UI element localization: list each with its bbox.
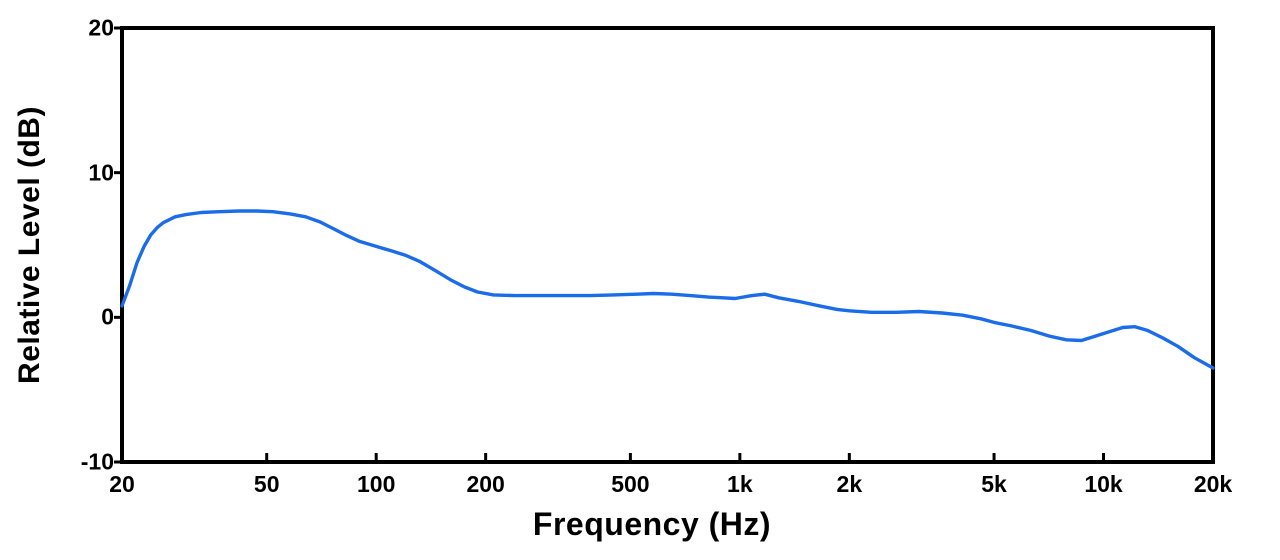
y-tick-label-10: 10 xyxy=(88,159,114,186)
x-tick-label-50: 50 xyxy=(253,471,280,497)
plot-frame xyxy=(120,26,1215,464)
x-tick-label-500: 500 xyxy=(611,471,650,497)
x-tick-label-10k: 10k xyxy=(1084,471,1123,497)
y-tick-label-20: 20 xyxy=(88,14,114,41)
x-axis-title: Frequency (Hz) xyxy=(532,506,772,542)
x-tick-label-20k: 20k xyxy=(1193,471,1233,497)
x-tick-label-20: 20 xyxy=(109,471,135,497)
y-tick-label-0: 0 xyxy=(101,303,114,330)
x-tick-label-5k: 5k xyxy=(981,471,1007,497)
y-tick-label-neg10: -10 xyxy=(80,448,114,475)
x-tick-label-100: 100 xyxy=(357,471,396,497)
x-tick-label-200: 200 xyxy=(466,471,505,497)
x-tick-label-1k: 1k xyxy=(727,471,753,497)
x-tick-label-2k: 2k xyxy=(836,471,863,497)
response-curve xyxy=(120,209,1215,370)
y-axis-title: Relative Level (dB) xyxy=(13,106,46,384)
